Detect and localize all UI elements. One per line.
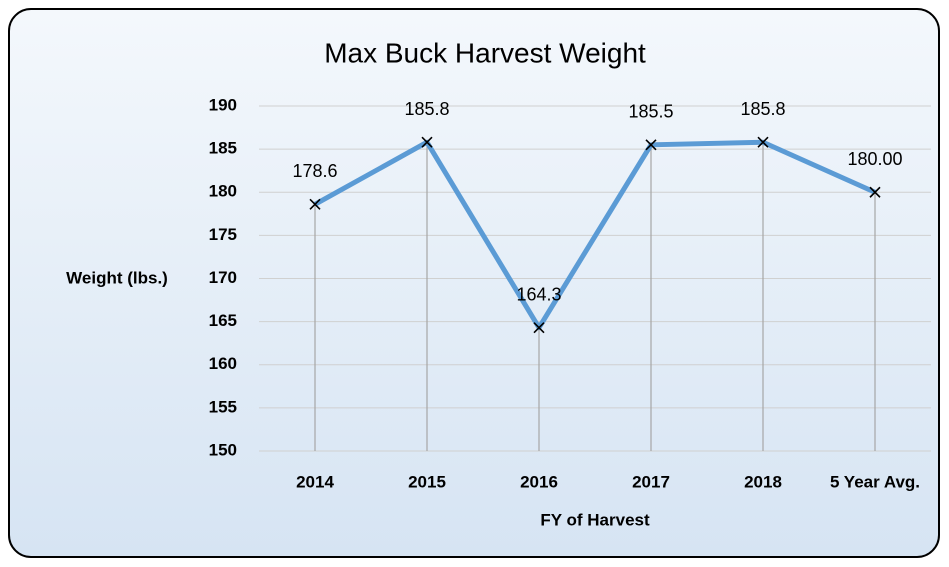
data-line xyxy=(313,139,877,331)
data-label: 185.8 xyxy=(740,99,785,119)
y-tick-label: 165 xyxy=(209,311,237,330)
x-tick-label: 2018 xyxy=(744,472,782,491)
data-label: 164.3 xyxy=(516,284,561,304)
chart-title: Max Buck Harvest Weight xyxy=(324,37,646,68)
marker xyxy=(645,139,657,151)
y-tick-label: 155 xyxy=(209,397,237,416)
x-tick-label: 2015 xyxy=(408,472,446,491)
y-axis-title: Weight (lbs.) xyxy=(66,268,168,287)
x-tick-label: 2016 xyxy=(520,472,558,491)
x-axis-title: FY of Harvest xyxy=(540,510,650,529)
data-label: 185.5 xyxy=(628,102,673,122)
x-tick-label: 2014 xyxy=(296,472,334,491)
marker xyxy=(869,186,881,198)
y-tick-label: 190 xyxy=(209,95,237,114)
y-tick-label: 150 xyxy=(209,440,237,459)
y-tick-label: 180 xyxy=(209,182,237,201)
y-tick-label: 160 xyxy=(209,354,237,373)
marker xyxy=(309,198,321,210)
data-label: 185.8 xyxy=(404,99,449,119)
marker xyxy=(421,136,433,148)
marker xyxy=(757,136,769,148)
data-label: 178.6 xyxy=(292,161,337,181)
x-tick-label: 5 Year Avg. xyxy=(830,472,920,491)
y-tick-label: 175 xyxy=(209,225,237,244)
y-tick-label: 170 xyxy=(209,268,237,287)
x-tick-label: 2017 xyxy=(632,472,670,491)
y-tick-label: 185 xyxy=(209,139,237,158)
data-label: 180.00 xyxy=(847,149,902,169)
marker xyxy=(533,322,545,334)
